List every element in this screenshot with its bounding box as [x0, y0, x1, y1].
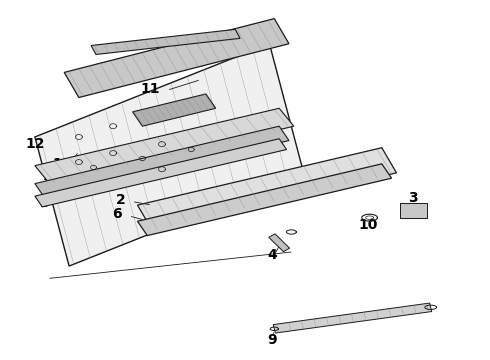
Text: 4: 4 — [267, 248, 277, 262]
Polygon shape — [35, 44, 304, 266]
Polygon shape — [35, 139, 287, 207]
Text: 10: 10 — [359, 218, 378, 232]
Polygon shape — [400, 203, 427, 218]
Text: 5: 5 — [40, 196, 49, 210]
Text: 1: 1 — [52, 157, 62, 171]
Text: 8: 8 — [53, 181, 63, 195]
Text: 3: 3 — [408, 191, 417, 205]
Polygon shape — [64, 19, 289, 98]
Polygon shape — [273, 303, 432, 333]
Text: 7: 7 — [41, 170, 51, 183]
Polygon shape — [35, 108, 294, 184]
Polygon shape — [133, 94, 216, 126]
Text: 2: 2 — [116, 193, 125, 207]
Text: 9: 9 — [267, 333, 277, 347]
Polygon shape — [91, 30, 240, 54]
Polygon shape — [138, 148, 396, 230]
Polygon shape — [269, 234, 290, 252]
Polygon shape — [138, 164, 392, 235]
Text: 6: 6 — [112, 207, 122, 221]
Polygon shape — [35, 126, 289, 198]
Text: 11: 11 — [140, 82, 159, 95]
Text: 12: 12 — [25, 137, 45, 151]
